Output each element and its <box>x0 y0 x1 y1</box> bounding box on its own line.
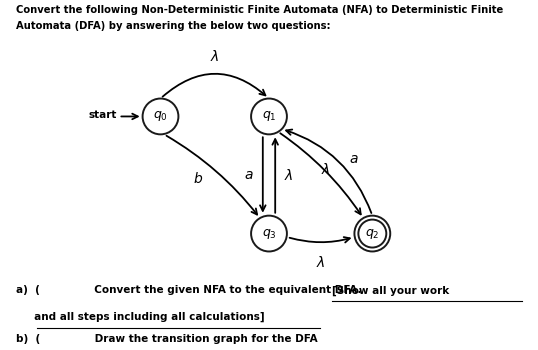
Text: $\lambda$: $\lambda$ <box>284 168 294 182</box>
Text: Automata (DFA) by answering the below two questions:: Automata (DFA) by answering the below tw… <box>16 21 331 31</box>
Text: start: start <box>88 110 117 120</box>
Circle shape <box>251 99 287 134</box>
Text: and all steps including all calculations]: and all steps including all calculations… <box>16 312 265 322</box>
Text: $q_1$: $q_1$ <box>261 110 277 124</box>
Text: $a$: $a$ <box>244 168 254 182</box>
Text: Convert the following Non-Deterministic Finite Automata (NFA) to Deterministic F: Convert the following Non-Deterministic … <box>16 5 504 15</box>
Text: $q_3$: $q_3$ <box>261 226 277 240</box>
Text: $a$: $a$ <box>349 153 358 167</box>
Circle shape <box>143 99 179 134</box>
Text: $\lambda$: $\lambda$ <box>316 256 325 270</box>
Text: $\lambda$: $\lambda$ <box>210 49 220 64</box>
Text: a)  (               Convert the given NFA to the equivalent DFA.: a) ( Convert the given NFA to the equiva… <box>16 285 365 295</box>
Circle shape <box>355 216 390 251</box>
Text: $\lambda$: $\lambda$ <box>321 162 330 177</box>
Text: b)  (               Draw the transition graph for the DFA: b) ( Draw the transition graph for the D… <box>16 334 318 344</box>
Text: $q_2$: $q_2$ <box>365 226 380 240</box>
Circle shape <box>251 216 287 251</box>
Text: $q_0$: $q_0$ <box>153 110 168 124</box>
Text: $b$: $b$ <box>193 171 203 186</box>
Text: [Show all your work: [Show all your work <box>332 285 449 295</box>
